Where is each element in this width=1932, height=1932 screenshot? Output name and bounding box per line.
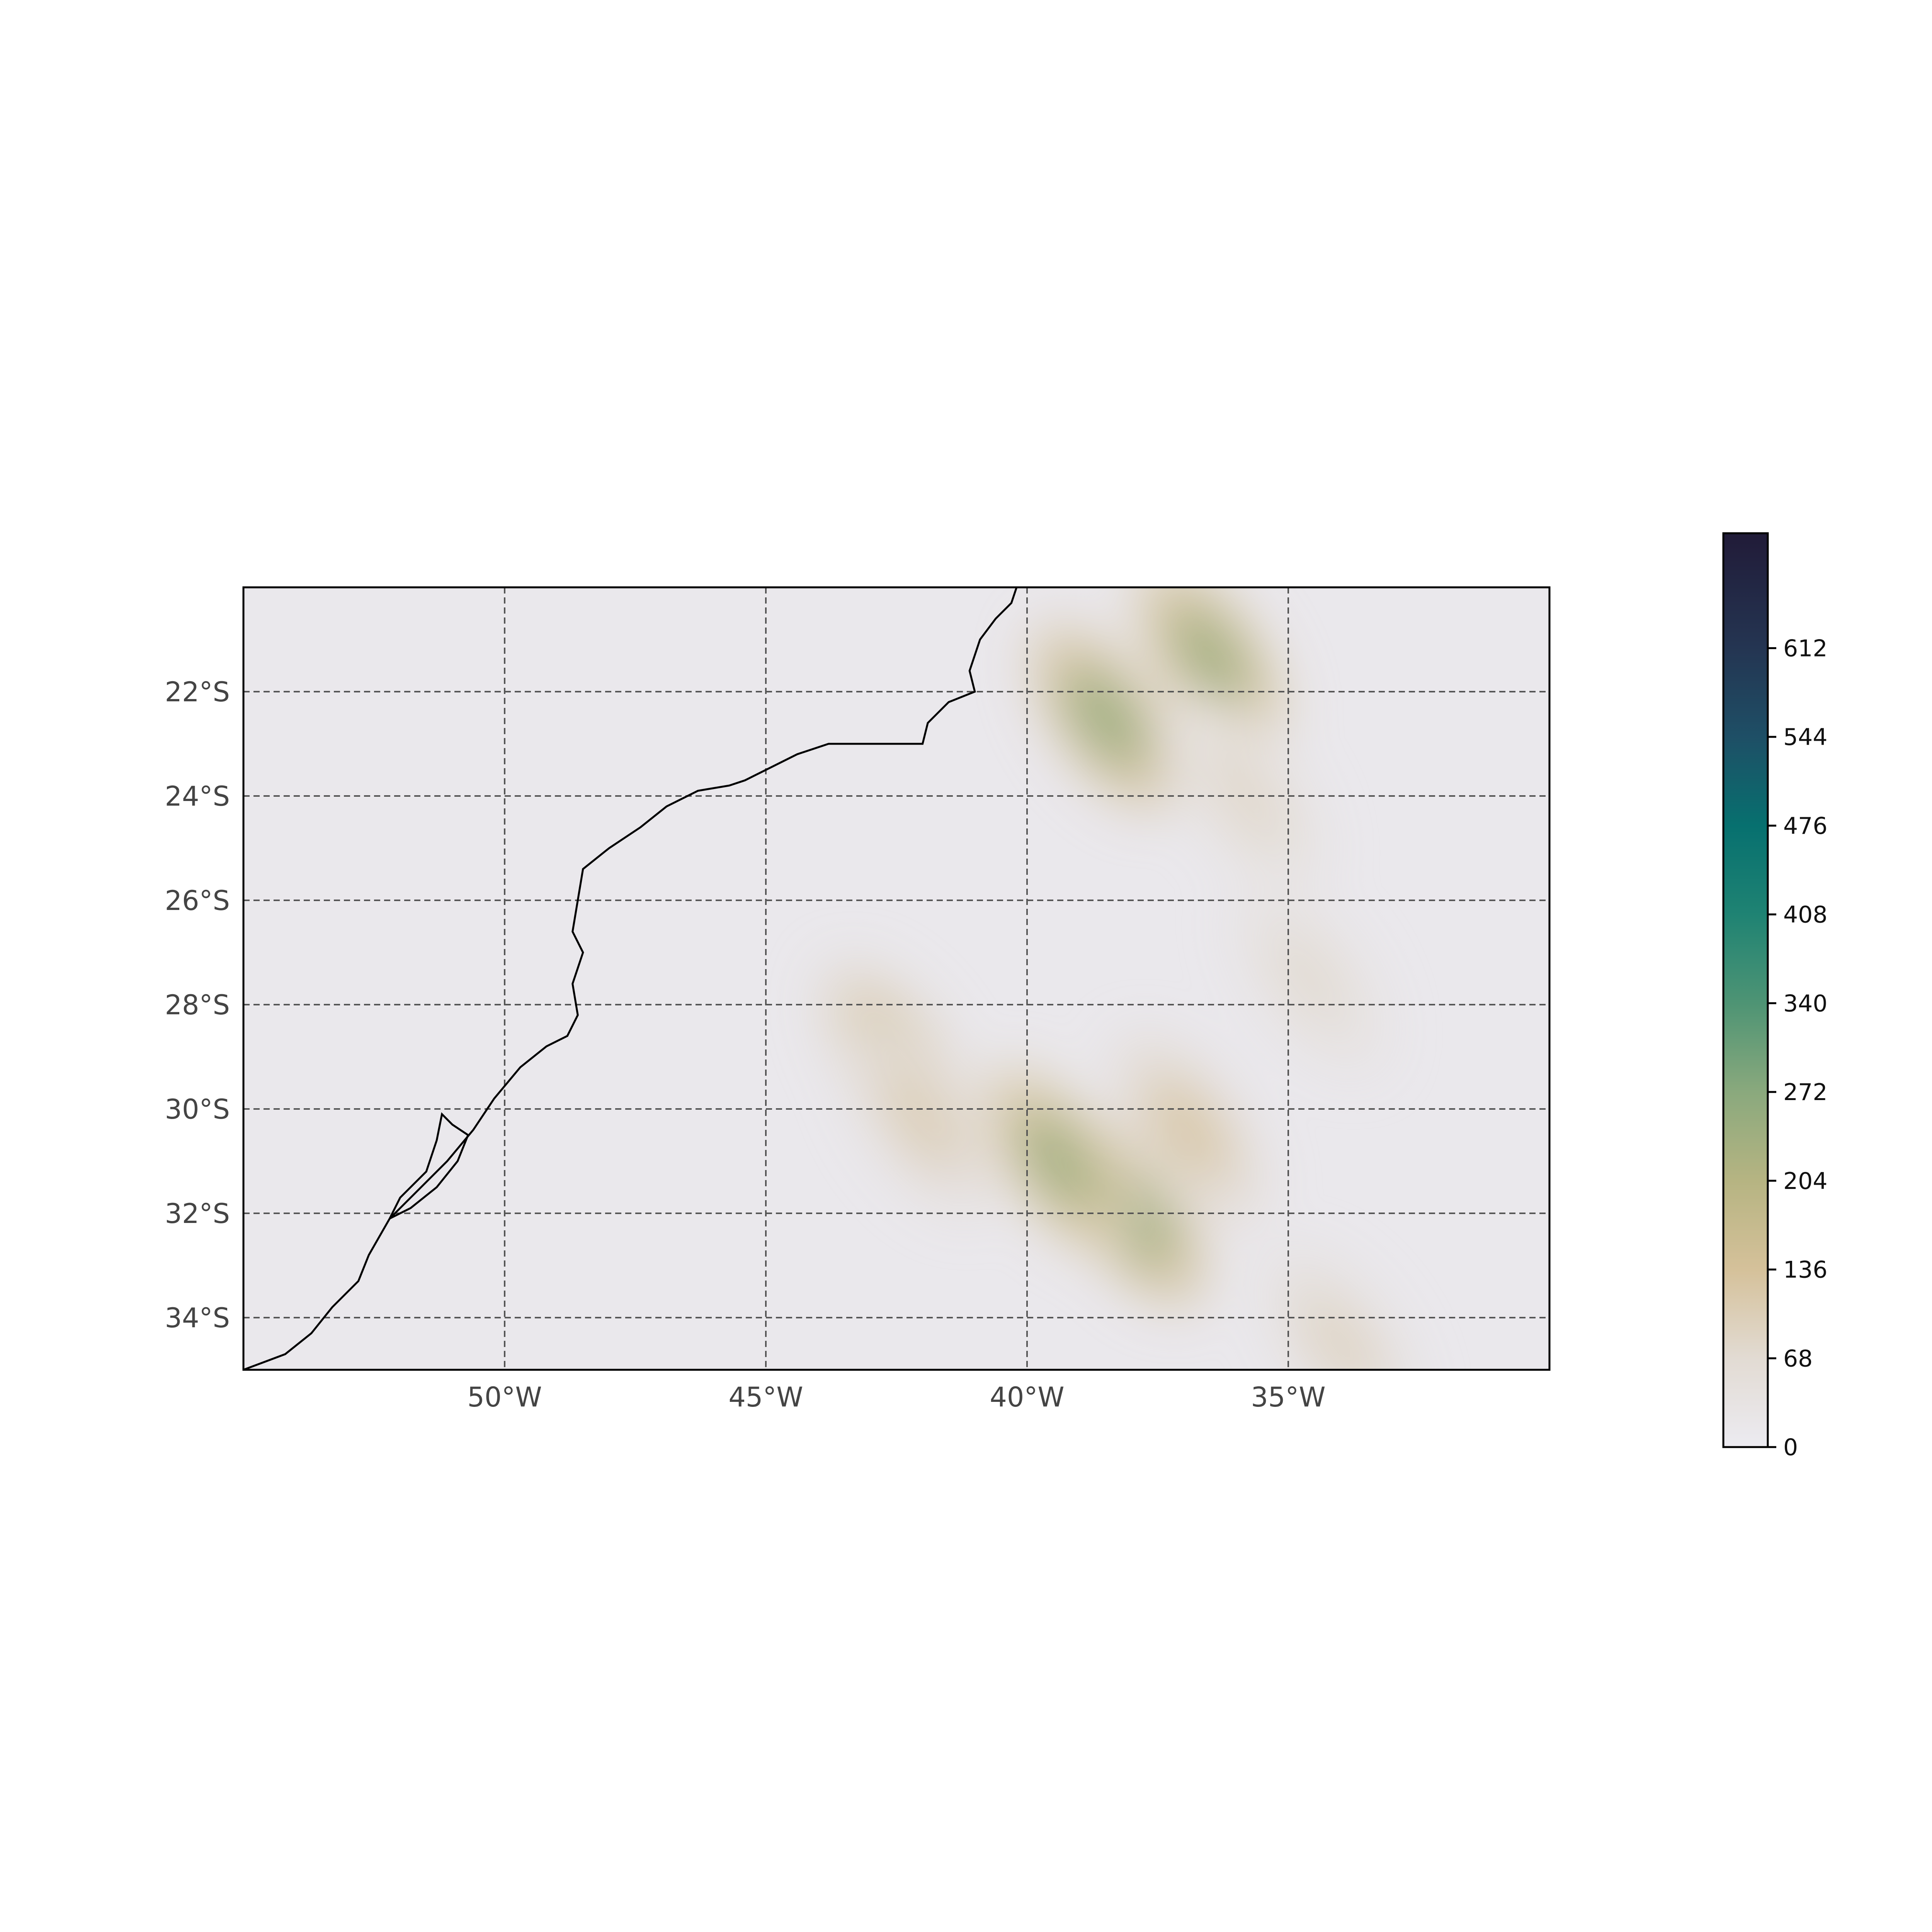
colorbar-gradient <box>1722 532 1769 1448</box>
colorbar-tick-label: 544 <box>1783 724 1828 751</box>
field-feature-3-layer-2 <box>1272 934 1346 1024</box>
lat-tick-label: 28°S <box>165 989 230 1021</box>
lat-tick-label: 34°S <box>165 1302 230 1334</box>
colorbar-tick-label: 204 <box>1783 1168 1828 1195</box>
coastline <box>243 587 1018 1370</box>
precipitation-field <box>815 587 1422 1370</box>
lon-tick-label: 35°W <box>1251 1381 1325 1413</box>
colorbar-tick-label: 340 <box>1783 990 1828 1017</box>
colorbar-tick-label: 408 <box>1783 901 1828 929</box>
field-feature-8-layer-2 <box>1152 1085 1226 1175</box>
map-frame <box>242 586 1551 1371</box>
field-feature-7-layer-2 <box>1022 1116 1095 1206</box>
field-feature-5-layer-2 <box>886 1074 959 1165</box>
latitude-tick-labels: 22°S 24°S 26°S 28°S 30°S 32°S 34°S <box>165 676 230 1334</box>
longitude-tick-labels: 50°W 45°W 40°W 35°W <box>467 1381 1325 1413</box>
lagoon-outline <box>389 1112 469 1219</box>
lat-tick-label: 26°S <box>165 885 230 917</box>
colorbar-tick-label: 68 <box>1783 1345 1813 1372</box>
colorbar: 0 68 136 204 272 340 408 476 544 612 <box>1722 532 1828 1461</box>
colorbar-tick-label: 476 <box>1783 813 1828 840</box>
colorbar-tick-label: 0 <box>1783 1434 1798 1461</box>
lat-tick-label: 32°S <box>165 1198 230 1230</box>
lon-tick-label: 50°W <box>467 1381 542 1413</box>
field-feature-1-layer-2 <box>1173 610 1247 700</box>
lon-tick-label: 40°W <box>990 1381 1064 1413</box>
coastline-path <box>243 587 1018 1370</box>
lat-tick-label: 30°S <box>165 1094 230 1125</box>
lat-tick-label: 24°S <box>165 781 230 812</box>
field-feature-2-layer-2 <box>1210 751 1283 841</box>
colorbar-ticks: 0 68 136 204 272 340 408 476 544 612 <box>1768 635 1828 1461</box>
map-panel[interactable] <box>242 528 1551 1471</box>
lat-tick-label: 22°S <box>165 676 230 708</box>
gridlines <box>243 587 1549 1370</box>
colorbar-tick-label: 612 <box>1783 635 1828 662</box>
lon-tick-label: 45°W <box>728 1381 803 1413</box>
colorbar-tick-label: 136 <box>1783 1257 1828 1284</box>
colorbar-tick-label: 272 <box>1783 1079 1828 1106</box>
field-feature-0-layer-2 <box>1069 673 1142 763</box>
field-feature-9-layer-2 <box>1304 1299 1377 1370</box>
